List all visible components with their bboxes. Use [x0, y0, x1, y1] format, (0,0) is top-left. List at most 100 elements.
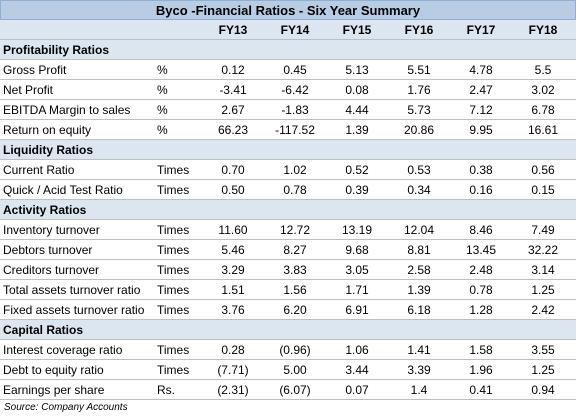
- row-label: Net Profit: [3, 83, 54, 97]
- table-row: Net Profit% -3.41 -6.42 0.08 1.76 2.47 3.02: [0, 80, 576, 100]
- value-cell: 1.06: [345, 343, 369, 357]
- value-cell: 6.20: [283, 303, 307, 317]
- value-cell: 2.42: [531, 303, 555, 317]
- row-label: Current Ratio: [3, 163, 75, 177]
- table-row: Interest coverage ratio Times 0.28 (0.96) 1.…: [0, 340, 576, 360]
- value-cell: 1.51: [221, 283, 245, 297]
- value-cell: 0.50: [221, 183, 245, 197]
- row-unit: %: [157, 63, 168, 77]
- table-row: Return on equity% 66.23 -117.52 1.39 20.86 9.…: [0, 120, 576, 140]
- section-header: Capital Ratios: [0, 320, 576, 340]
- value-cell: 5.13: [345, 63, 369, 77]
- row-label: Debtors turnover: [3, 243, 93, 257]
- value-cell: 3.39: [407, 363, 431, 377]
- value-cell: 0.78: [283, 183, 307, 197]
- value-cell: 7.12: [469, 103, 493, 117]
- value-cell: 3.55: [531, 343, 555, 357]
- row-label: Quick / Acid Test Ratio: [3, 183, 123, 197]
- year-header: FY15: [342, 23, 372, 37]
- value-cell: 1.28: [469, 303, 493, 317]
- value-cell: 3.29: [221, 263, 245, 277]
- year-header: FY16: [404, 23, 434, 37]
- value-cell: 1.76: [407, 83, 431, 97]
- value-cell: 0.70: [221, 163, 245, 177]
- row-unit: Times: [157, 223, 190, 237]
- value-cell: 16.61: [527, 123, 559, 137]
- row-unit: Times: [157, 283, 190, 297]
- value-cell: 3.44: [345, 363, 369, 377]
- row-unit: Times: [157, 343, 190, 357]
- value-cell: 0.16: [469, 183, 493, 197]
- value-cell: 8.27: [283, 243, 307, 257]
- row-label: Gross Profit: [3, 63, 67, 77]
- value-cell: 2.48: [469, 263, 493, 277]
- row-unit: Times: [157, 183, 190, 197]
- value-cell: (2.31): [217, 383, 249, 397]
- year-header: FY17: [466, 23, 496, 37]
- value-cell: 1.25: [531, 363, 555, 377]
- row-unit: %: [157, 103, 168, 117]
- row-unit: Rs.: [157, 383, 175, 397]
- row-unit: Times: [157, 263, 190, 277]
- value-cell: 2.58: [407, 263, 431, 277]
- value-cell: 3.05: [345, 263, 369, 277]
- value-cell: 4.44: [345, 103, 369, 117]
- row-unit: %: [157, 123, 168, 137]
- row-label: Inventory turnover: [3, 223, 100, 237]
- value-cell: 20.86: [403, 123, 435, 137]
- value-cell: 6.18: [407, 303, 431, 317]
- value-cell: 6.91: [345, 303, 369, 317]
- value-cell: 0.41: [469, 383, 493, 397]
- table-row: Quick / Acid Test Ratio Times 0.50 0.78 0.39…: [0, 180, 576, 200]
- value-cell: 3.76: [221, 303, 245, 317]
- row-unit: Times: [157, 243, 190, 257]
- value-cell: 1.58: [469, 343, 493, 357]
- value-cell: 4.78: [469, 63, 493, 77]
- value-cell: 5.00: [283, 363, 307, 377]
- value-cell: 1.56: [283, 283, 307, 297]
- value-cell: 1.02: [283, 163, 307, 177]
- header-label-cell: [0, 20, 157, 39]
- table-row: Debtors turnover Times 5.46 8.27 9.68 8.81 13.…: [0, 240, 576, 260]
- value-cell: 8.81: [407, 243, 431, 257]
- row-label: Fixed assets turnover ratio: [3, 303, 145, 317]
- value-cell: 2.67: [221, 103, 245, 117]
- value-cell: 9.95: [469, 123, 493, 137]
- table-row: Debt to equity ratio Times (7.71) 5.00 3.44 3…: [0, 360, 576, 380]
- value-cell: 12.04: [403, 223, 435, 237]
- value-cell: 7.49: [531, 223, 555, 237]
- header-unit-cell: [157, 20, 202, 39]
- value-cell: 0.39: [345, 183, 369, 197]
- value-cell: -117.52: [275, 123, 315, 137]
- source-note: Source: Company Accounts: [4, 402, 128, 413]
- table-row: Current Ratio Times 0.70 1.02 0.52 0.53 0.38 0.…: [0, 160, 576, 180]
- table-row: EBITDA Margin to sales% 2.67 -1.83 4.44 5.73…: [0, 100, 576, 120]
- value-cell: 3.02: [531, 83, 555, 97]
- value-cell: 1.96: [469, 363, 493, 377]
- row-label: EBITDA Margin to sales: [3, 103, 131, 117]
- value-cell: 0.08: [345, 83, 369, 97]
- value-cell: -1.83: [281, 103, 309, 117]
- value-cell: 0.34: [407, 183, 431, 197]
- table-row: Total assets turnover ratio Times 1.51 1.56…: [0, 280, 576, 300]
- row-unit: Times: [157, 363, 190, 377]
- value-cell: 11.60: [218, 223, 248, 237]
- value-cell: 0.15: [531, 183, 555, 197]
- table-body: Profitability Ratios Gross Profit% 0.12 0.4…: [0, 40, 576, 400]
- table-row: Gross Profit% 0.12 0.45 5.13 5.51 4.78 5.5: [0, 60, 576, 80]
- value-cell: (0.96): [279, 343, 311, 357]
- value-cell: 1.4: [410, 383, 428, 397]
- value-cell: 0.53: [407, 163, 431, 177]
- year-header-row: FY13 FY14 FY15 FY16 FY17 FY18: [0, 20, 576, 40]
- row-unit: Times: [157, 163, 190, 177]
- ratios-table: Byco -Financial Ratios - Six Year Summar…: [0, 0, 576, 400]
- row-label: Total assets turnover ratio: [3, 283, 141, 297]
- value-cell: 1.39: [407, 283, 431, 297]
- year-header: FY18: [528, 23, 558, 37]
- value-cell: 5.51: [407, 63, 431, 77]
- year-header: FY14: [280, 23, 310, 37]
- section-header: Profitability Ratios: [0, 40, 576, 60]
- value-cell: 0.56: [531, 163, 555, 177]
- value-cell: 0.07: [345, 383, 369, 397]
- value-cell: 0.78: [469, 283, 493, 297]
